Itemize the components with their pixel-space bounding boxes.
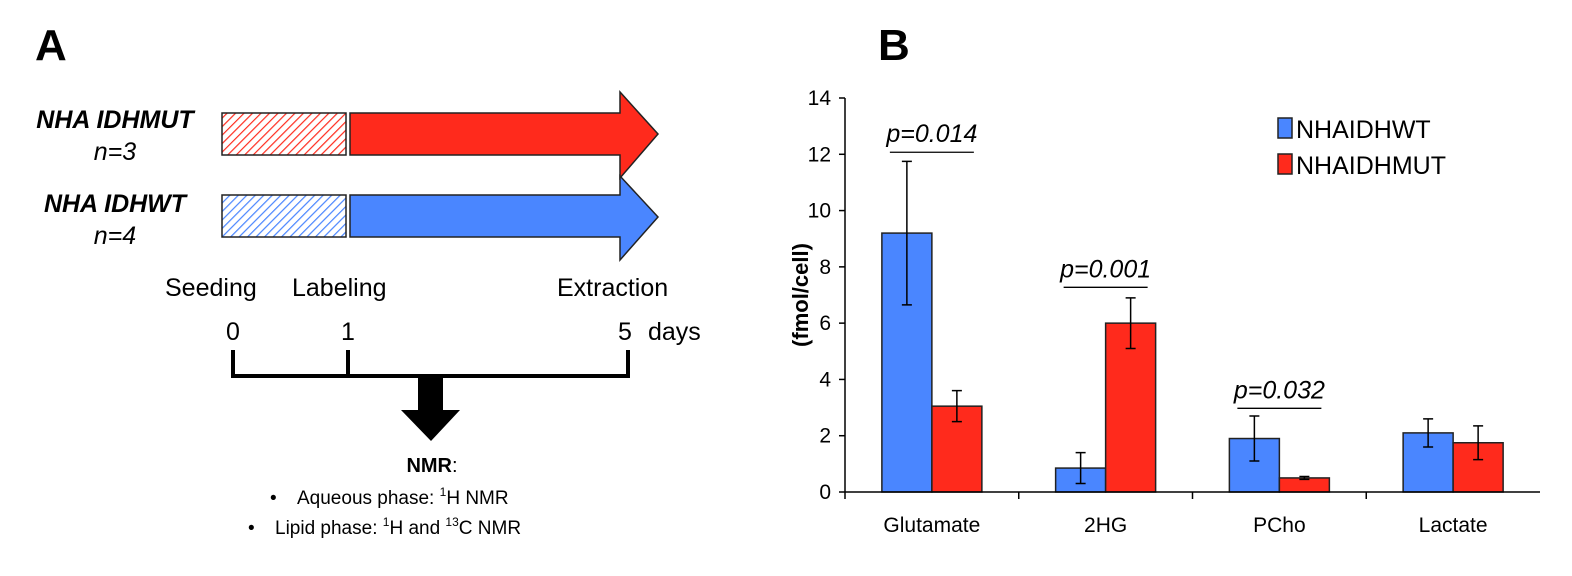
x-tick-label: Glutamate [883,514,980,537]
y-tick-label: 8 [819,256,831,279]
panel-a: A NHA IDHMUT n=3 NHA IDHWT n=4 Seeding L… [35,21,701,539]
p-value-annotation: p=0.014 [885,120,977,148]
stage-seeding: Seeding [165,274,257,302]
group-mut-label: NHA IDHMUT [36,106,196,134]
legend-swatch [1277,153,1293,175]
bullet-icon: • [248,518,255,539]
error-bar [1423,418,1434,448]
bar-chart: 0 2 4 6 8 10 12 14 Glutamate 2HG PCho Lactate p=0.01… [808,87,1540,537]
mut-seeding-box [221,112,347,156]
down-arrow-icon [401,376,460,441]
bullet-lipid: Lipid phase: 1H and 13C NMR [275,515,521,539]
x-tick-label: PCho [1253,514,1306,537]
group-wt-label: NHA IDHWT [44,190,189,218]
legend-label: NHAIDHMUT [1296,152,1446,180]
error-bar [951,389,962,423]
group-mut-n: n=3 [94,138,137,166]
y-tick-label: 4 [819,368,831,391]
error-bar [1125,297,1136,350]
nmr-heading: NMR: [406,455,457,477]
error-bar [901,160,912,306]
y-tick-label: 12 [808,143,831,166]
legend-swatch [1277,117,1293,139]
error-bar [1075,451,1086,485]
y-tick-label: 2 [819,425,831,448]
stage-extraction: Extraction [557,274,668,302]
x-tick-label: Lactate [1419,514,1488,537]
timeline-bracket [231,350,630,378]
mut-labeling-arrow [349,90,660,181]
stage-labeling: Labeling [292,274,387,302]
time-0: 0 [226,318,240,346]
bullet-aqueous: Aqueous phase: 1H NMR [297,485,509,509]
panel-b-letter: B [878,21,910,70]
y-tick-label: 14 [808,87,832,110]
error-bar [1473,425,1484,461]
time-5: 5 [618,318,632,346]
error-bar [1249,415,1260,462]
wt-seeding-box [221,194,347,238]
bar-NHAIDHMUT-2HG [1104,322,1157,493]
y-axis-label: (fmol/cell) [788,243,813,347]
panel-a-letter: A [35,21,67,70]
panel-b: B (fmol/cell) 0 2 4 6 8 10 12 14 Glutamate 2HG PCh… [788,21,1540,537]
p-value-annotation: p=0.032 [1233,376,1325,404]
time-1: 1 [341,318,355,346]
p-value-annotation: p=0.001 [1059,255,1151,283]
group-wt-n: n=4 [94,222,136,250]
x-tick-label: 2HG [1084,514,1127,537]
y-tick-label: 0 [819,481,831,504]
time-unit: days [648,318,701,346]
error-bar [1299,475,1310,481]
y-tick-label: 10 [808,200,831,223]
legend-label: NHAIDHWT [1296,116,1431,144]
bullet-icon: • [270,488,277,509]
y-tick-label: 6 [819,312,831,335]
wt-labeling-arrow [349,174,660,262]
